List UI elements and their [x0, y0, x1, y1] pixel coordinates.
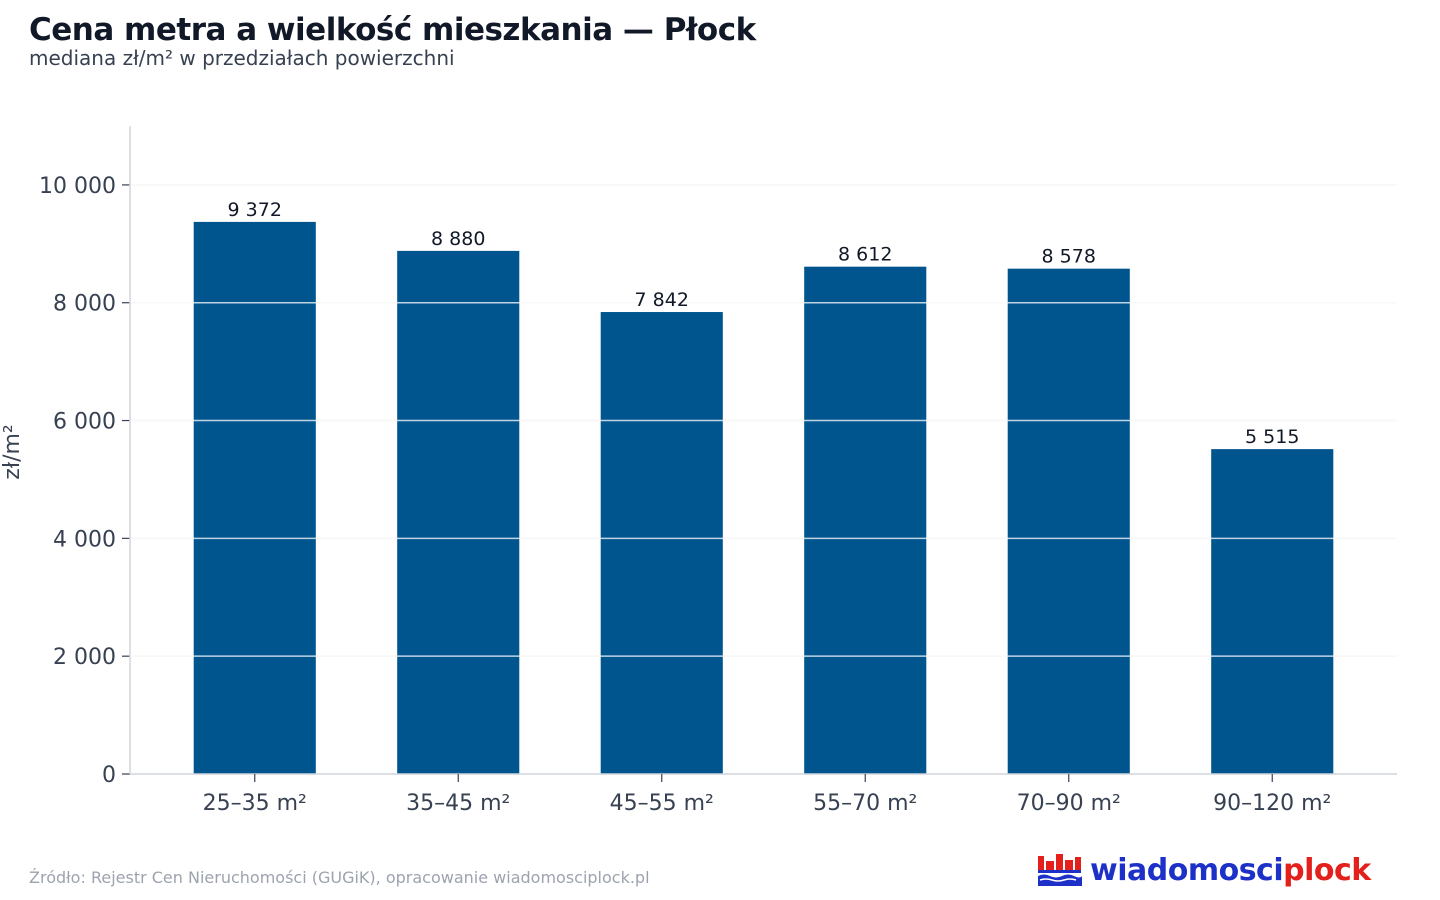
logo-wordmark: wiadomosciplock	[1090, 853, 1371, 888]
x-tick-label: 70–90 m²	[1017, 791, 1121, 816]
y-axis-label: zł/m²	[0, 424, 25, 479]
x-tick-label: 45–55 m²	[610, 791, 714, 816]
bar-value-label: 8 578	[1042, 246, 1096, 268]
bar	[1007, 268, 1130, 774]
logo-text-part1: wiadomosci	[1090, 852, 1284, 888]
y-tick-label: 4 000	[53, 527, 116, 552]
bar	[600, 312, 723, 774]
x-tick-label: 35–45 m²	[406, 791, 510, 816]
x-tick-label: 90–120 m²	[1213, 791, 1331, 816]
logo-text-part2: plock	[1283, 852, 1371, 888]
axes	[122, 126, 1397, 782]
y-tick-label: 10 000	[39, 174, 116, 199]
bar	[193, 221, 316, 775]
chart-subtitle: mediana zł/m² w przedziałach powierzchni	[29, 46, 455, 70]
labels: 0 2 000 4 000 6 000 8 000 10 000 9 372 25–35 m²…	[39, 174, 1331, 816]
x-tick-label: 25–35 m²	[203, 791, 307, 816]
bar	[397, 250, 520, 774]
bar-value-label: 9 372	[228, 199, 282, 221]
chart-title: Cena metra a wielkość mieszkania — Płock	[29, 12, 756, 48]
source-note: Źródło: Rejestr Cen Nieruchomości (GUGiK…	[29, 868, 650, 887]
city-emblem-icon	[1038, 854, 1082, 886]
bar	[804, 266, 927, 774]
bars	[193, 221, 1334, 775]
publisher-logo: wiadomosciplock	[1036, 850, 1371, 890]
bar-gridlines	[130, 184, 1397, 657]
bar-value-label: 8 880	[431, 228, 485, 250]
bar-value-label: 7 842	[635, 289, 689, 311]
y-tick-label: 2 000	[53, 645, 116, 670]
bar	[1211, 449, 1334, 774]
bar-value-label: 5 515	[1245, 426, 1299, 448]
y-tick-label: 6 000	[53, 410, 116, 435]
y-tick-label: 8 000	[53, 292, 116, 317]
x-tick-label: 55–70 m²	[813, 791, 917, 816]
y-tick-label: 0	[102, 763, 116, 788]
bar-value-label: 8 612	[838, 244, 892, 266]
